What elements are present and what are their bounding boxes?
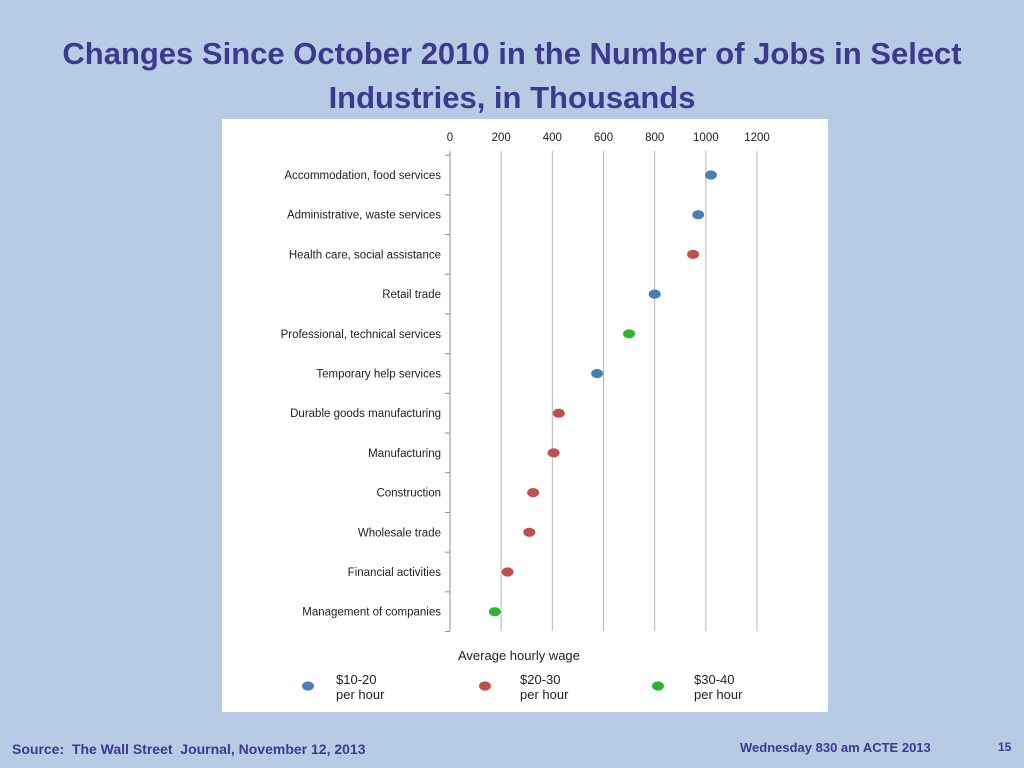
category-label: Health care, social assistance: [289, 249, 441, 261]
dot-chart: 0 200 400 600 800 1000 1200 Accommodation, food…: [281, 132, 770, 702]
data-point: [523, 527, 536, 537]
category-label: Manufacturing: [368, 448, 441, 460]
legend-title: Average hourly wage: [458, 648, 580, 663]
data-point: [501, 567, 514, 577]
legend-marker: [652, 681, 664, 691]
x-tick-label: 1200: [744, 132, 770, 144]
category-label: Wholesale trade: [358, 527, 441, 539]
data-point: [687, 249, 700, 259]
category-label: Temporary help services: [316, 369, 441, 381]
chart-panel: 0 200 400 600 800 1000 1200 Accommodation, food…: [222, 119, 828, 712]
data-point: [547, 448, 560, 458]
legend-label: per hour: [694, 687, 743, 702]
legend-label: $30-40: [694, 672, 734, 687]
legend-label: per hour: [520, 687, 569, 702]
data-point: [648, 289, 661, 299]
category-label: Retail trade: [382, 289, 441, 301]
data-point: [527, 488, 540, 498]
x-tick-label: 200: [492, 132, 511, 144]
data-point: [552, 408, 565, 418]
x-tick-label: 600: [594, 132, 613, 144]
data-point: [692, 210, 705, 220]
legend-label: $10-20: [336, 672, 376, 687]
data-point: [488, 607, 501, 617]
category-label: Financial activities: [348, 567, 442, 579]
category-label: Accommodation, food services: [284, 170, 441, 182]
x-tick-label: 1000: [693, 132, 719, 144]
legend-marker: [479, 681, 491, 691]
category-label: Management of companies: [302, 607, 441, 619]
slide-title: Changes Since October 2010 in the Number…: [62, 36, 962, 115]
category-label: Professional, technical services: [281, 329, 442, 341]
legend-label: $20-30: [520, 672, 560, 687]
category-label: Construction: [376, 488, 441, 500]
category-label: Administrative, waste services: [287, 210, 441, 222]
page-number: 15: [998, 740, 1012, 754]
legend-label: per hour: [336, 687, 385, 702]
x-tick-label: 0: [447, 132, 453, 144]
source-note: Source: The Wall Street Journal, Novembe…: [12, 741, 366, 757]
x-tick-label: 800: [645, 132, 664, 144]
x-tick-label: 400: [543, 132, 562, 144]
category-label: Durable goods manufacturing: [290, 408, 441, 420]
legend-marker: [302, 681, 314, 691]
event-label: Wednesday 830 am ACTE 2013: [740, 740, 931, 755]
data-point: [704, 170, 717, 180]
data-point: [591, 368, 604, 379]
data-point: [623, 329, 636, 339]
